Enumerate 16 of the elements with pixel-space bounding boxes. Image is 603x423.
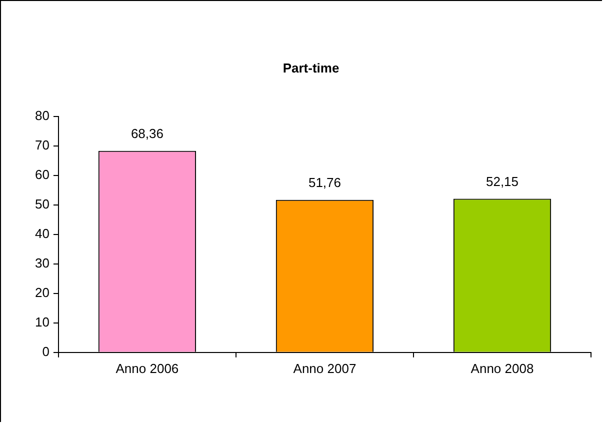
y-tick-label: 0 [42, 344, 50, 359]
y-tick-label: 70 [34, 138, 50, 153]
y-tick-label: 50 [34, 196, 50, 212]
x-tick-label: Anno 2008 [470, 360, 534, 376]
y-tick-label: 20 [34, 285, 50, 300]
data-label: 52,15 [486, 174, 519, 189]
x-tick-label: Anno 2007 [293, 360, 356, 376]
chart-title: Part-time [282, 60, 340, 76]
y-tick-label: 10 [34, 314, 50, 330]
data-label: 68,36 [130, 126, 164, 141]
data-label: 51,76 [308, 174, 342, 190]
y-tick-label: 80 [34, 108, 50, 124]
y-tick-label: 40 [34, 226, 50, 242]
x-tick-label: Anno 2006 [116, 360, 179, 376]
y-tick-label: 60 [34, 167, 50, 182]
y-tick-label: 30 [34, 256, 50, 271]
